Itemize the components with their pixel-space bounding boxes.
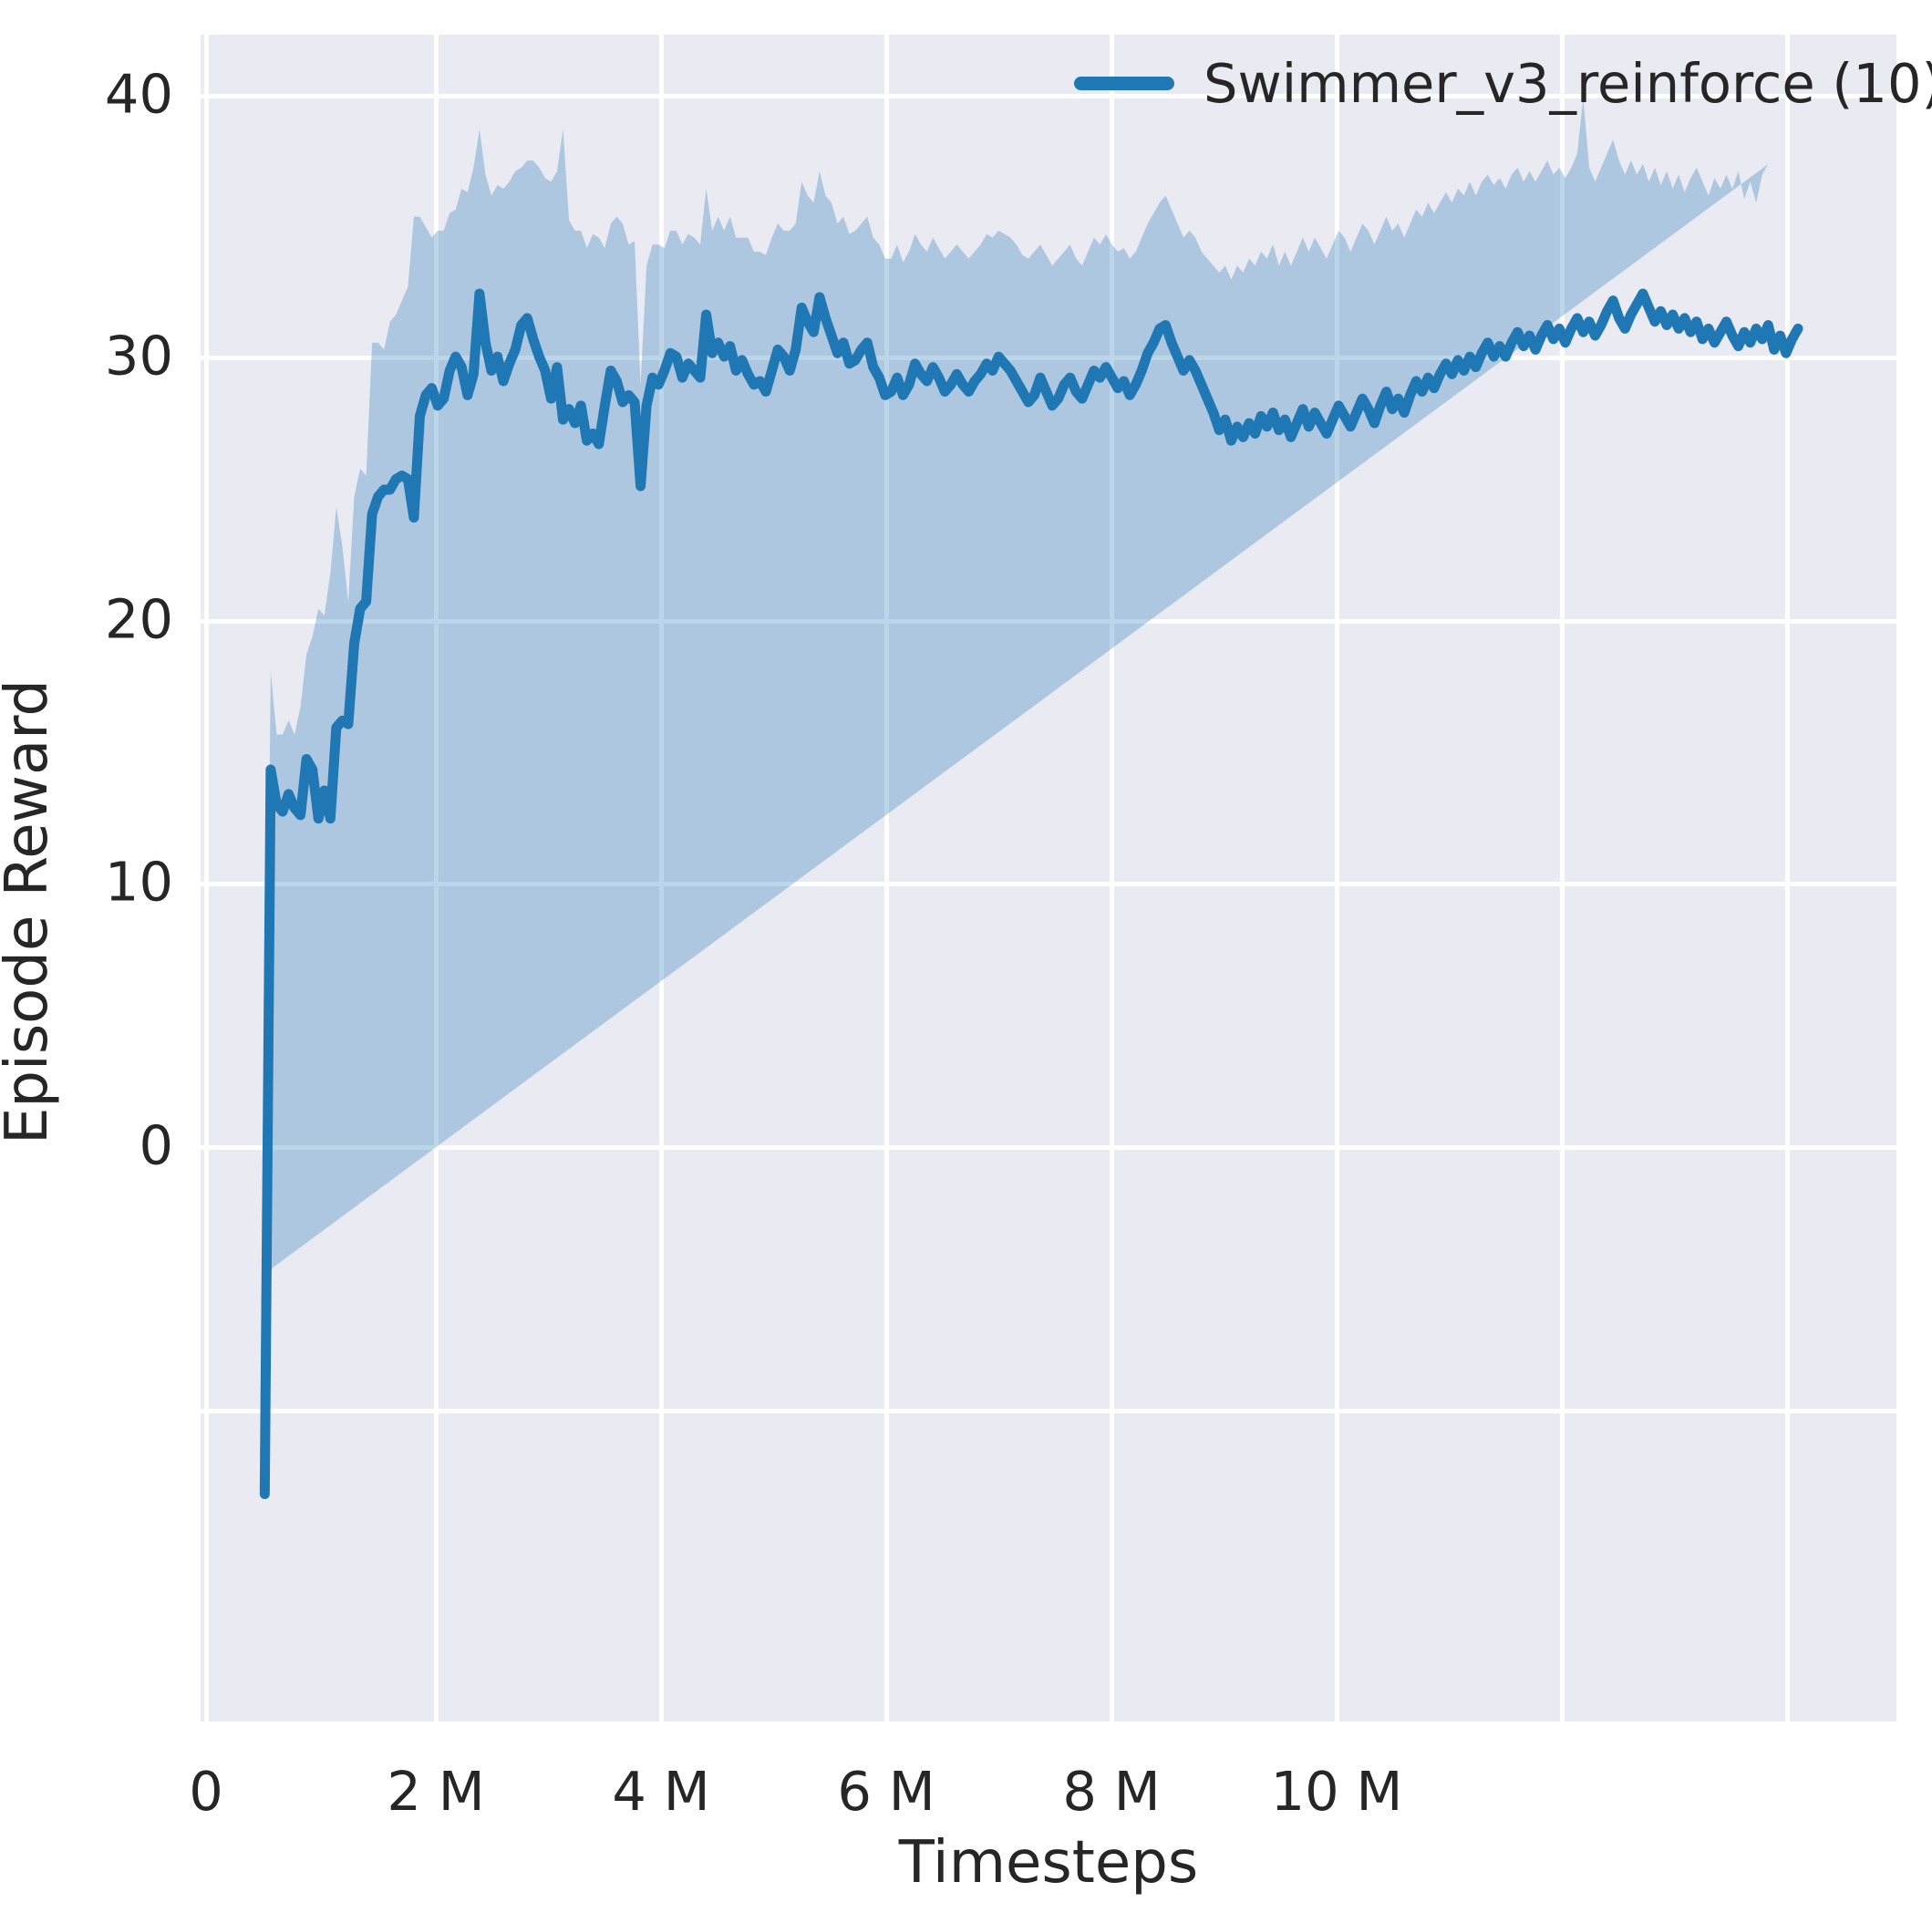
x-tick-label-10M: 10 M bbox=[1270, 1760, 1403, 1823]
x-tick-label-4M: 4 M bbox=[612, 1760, 710, 1823]
gridline-vertical bbox=[659, 35, 664, 1722]
gridline-horizontal bbox=[201, 356, 1896, 360]
gridline-horizontal bbox=[201, 619, 1896, 624]
legend: Swimmer_v3_reinforce (10) bbox=[1074, 57, 1932, 110]
gridline-vertical bbox=[204, 35, 209, 1722]
gridline-vertical bbox=[1560, 35, 1565, 1722]
y-tick-label-10: 10 bbox=[104, 850, 173, 914]
legend-swatch-line bbox=[1074, 77, 1174, 90]
series-plot bbox=[259, 98, 1803, 1500]
x-tick-label-6M: 6 M bbox=[837, 1760, 935, 1823]
gridline-vertical bbox=[1785, 35, 1790, 1722]
gridline-horizontal bbox=[201, 94, 1896, 98]
y-tick-label-30: 30 bbox=[104, 324, 173, 388]
x-tick-label-8M: 8 M bbox=[1062, 1760, 1161, 1823]
gridline-vertical bbox=[1110, 35, 1114, 1722]
mean-line bbox=[259, 288, 1803, 1500]
gridline-vertical bbox=[1335, 35, 1339, 1722]
x-tick-label-2M: 2 M bbox=[387, 1760, 485, 1823]
gridline-horizontal bbox=[201, 1145, 1896, 1150]
plot-area bbox=[201, 35, 1896, 1722]
gridline-horizontal bbox=[201, 882, 1896, 886]
legend-label: Swimmer_v3_reinforce (10) bbox=[1204, 52, 1932, 115]
y-tick-label-40: 40 bbox=[104, 62, 173, 126]
x-tick-label-0: 0 bbox=[189, 1760, 223, 1823]
y-axis-label: Episode Reward bbox=[0, 678, 61, 1145]
y-tick-label-20: 20 bbox=[104, 587, 173, 651]
confidence-band bbox=[264, 98, 1769, 1274]
x-axis-label: Timesteps bbox=[898, 1829, 1199, 1897]
gridline-horizontal bbox=[201, 1409, 1896, 1413]
gridline-vertical bbox=[434, 35, 439, 1722]
gridline-vertical bbox=[884, 35, 889, 1722]
y-tick-label-0: 0 bbox=[139, 1113, 173, 1177]
